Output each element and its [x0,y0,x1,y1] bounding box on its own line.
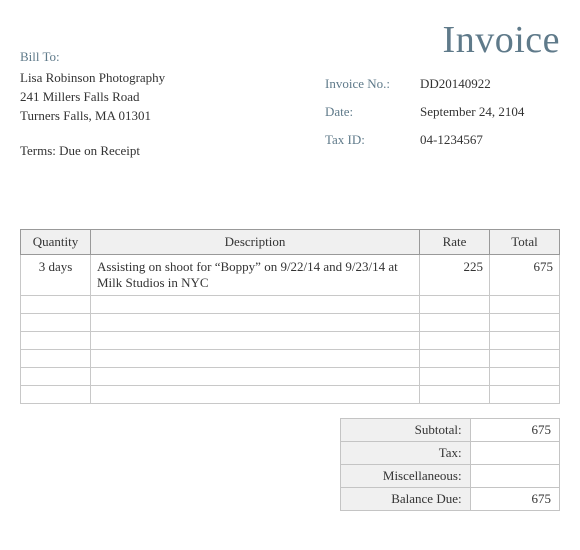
cell-qty [21,332,91,350]
cell-desc [91,350,420,368]
cell-qty [21,350,91,368]
bill-to-street: 241 Millers Falls Road [20,88,165,107]
cell-rate [420,314,490,332]
balance-row: Balance Due: 675 [341,488,560,511]
cell-total [490,296,560,314]
misc-label: Miscellaneous: [341,465,471,488]
cell-desc [91,386,420,404]
left-header: Bill To: Lisa Robinson Photography 241 M… [20,18,165,159]
cell-total [490,350,560,368]
terms-line: Terms: Due on Receipt [20,143,165,159]
tax-value [470,442,559,465]
balance-value: 675 [470,488,559,511]
header-row: Bill To: Lisa Robinson Photography 241 M… [20,18,560,159]
table-row [21,314,560,332]
bill-to-city: Turners Falls, MA 01301 [20,107,165,126]
table-row: 3 days Assisting on shoot for “Boppy” on… [21,255,560,296]
misc-value [470,465,559,488]
cell-desc [91,368,420,386]
cell-rate [420,386,490,404]
subtotal-value: 675 [470,419,559,442]
table-row [21,368,560,386]
invoice-title: Invoice [325,18,560,62]
table-row [21,350,560,368]
bill-to-label: Bill To: [20,48,165,67]
cell-rate [420,368,490,386]
cell-rate [420,296,490,314]
taxid-label: Tax ID: [325,132,420,148]
totals-table: Subtotal: 675 Tax: Miscellaneous: Balanc… [340,418,560,511]
cell-total [490,386,560,404]
cell-qty [21,368,91,386]
cell-desc [91,332,420,350]
cell-desc [91,314,420,332]
invoice-meta: Invoice No.: DD20140922 Date: September … [325,76,560,148]
invoice-no-value: DD20140922 [420,76,560,92]
cell-rate [420,350,490,368]
invoice-page: Bill To: Lisa Robinson Photography 241 M… [0,0,580,529]
taxid-value: 04-1234567 [420,132,560,148]
right-header: Invoice Invoice No.: DD20140922 Date: Se… [325,18,560,148]
cell-desc [91,296,420,314]
col-rate: Rate [420,230,490,255]
date-label: Date: [325,104,420,120]
bill-to-block: Bill To: Lisa Robinson Photography 241 M… [20,48,165,125]
col-total: Total [490,230,560,255]
balance-label: Balance Due: [341,488,471,511]
cell-qty [21,386,91,404]
date-value: September 24, 2104 [420,104,560,120]
cell-total [490,368,560,386]
items-table: Quantity Description Rate Total 3 days A… [20,229,560,404]
cell-qty: 3 days [21,255,91,296]
cell-rate [420,332,490,350]
cell-total: 675 [490,255,560,296]
subtotal-label: Subtotal: [341,419,471,442]
cell-total [490,332,560,350]
items-header-row: Quantity Description Rate Total [21,230,560,255]
bill-to-name: Lisa Robinson Photography [20,69,165,88]
cell-qty [21,296,91,314]
tax-label: Tax: [341,442,471,465]
cell-qty [21,314,91,332]
cell-total [490,314,560,332]
col-quantity: Quantity [21,230,91,255]
table-row [21,296,560,314]
table-row [21,386,560,404]
misc-row: Miscellaneous: [341,465,560,488]
invoice-no-label: Invoice No.: [325,76,420,92]
table-row [21,332,560,350]
col-description: Description [91,230,420,255]
tax-row: Tax: [341,442,560,465]
subtotal-row: Subtotal: 675 [341,419,560,442]
cell-rate: 225 [420,255,490,296]
cell-desc: Assisting on shoot for “Boppy” on 9/22/1… [91,255,420,296]
items-body: 3 days Assisting on shoot for “Boppy” on… [21,255,560,404]
